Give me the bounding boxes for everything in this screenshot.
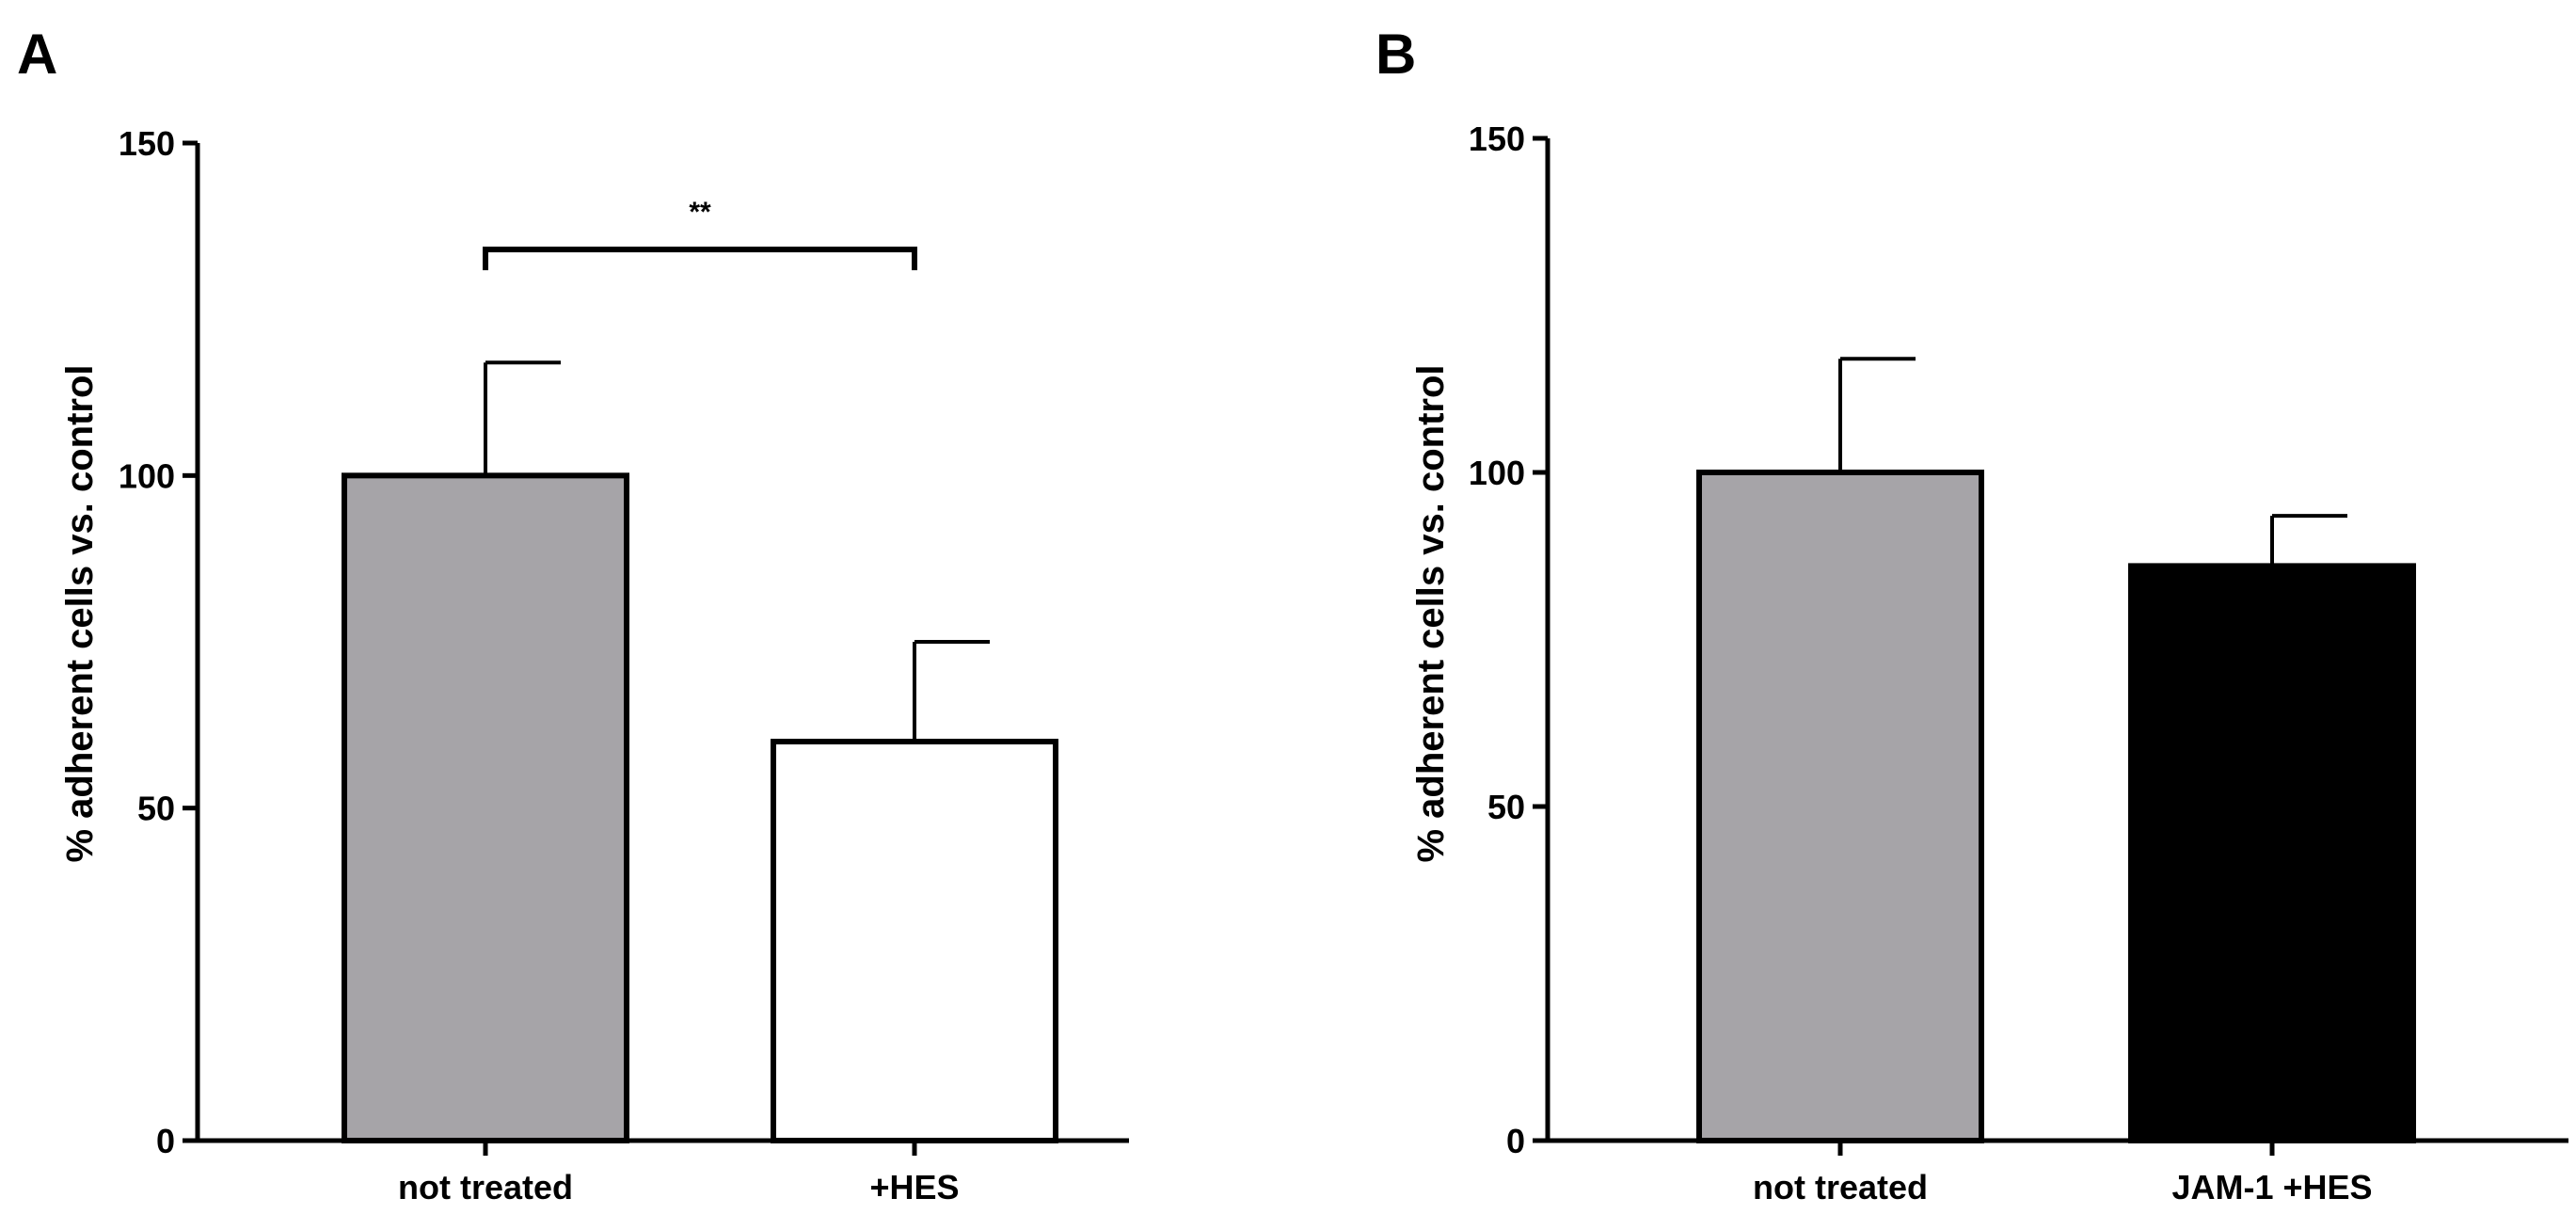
y-tick-label: 100 xyxy=(119,456,175,495)
x-tick-label: +HES xyxy=(869,1168,959,1206)
significance-line xyxy=(483,247,917,271)
panel-b: B % adherent cells vs. control 0 50 100 150… xyxy=(1375,23,2568,1206)
y-axis-label: % adherent cells vs. control xyxy=(59,364,101,862)
bar xyxy=(771,739,1058,1143)
bar xyxy=(342,472,629,1144)
y-tick-label: 0 xyxy=(1506,1122,1525,1160)
x-tick-label: not treated xyxy=(1753,1168,1928,1206)
bar xyxy=(1696,470,1984,1143)
y-axis-label: % adherent cells vs. control xyxy=(1410,364,1452,862)
y-tick-label: 50 xyxy=(137,790,175,828)
x-tick-label: not treated xyxy=(398,1168,573,1206)
significance-label: ** xyxy=(689,197,711,228)
y-tick-label: 150 xyxy=(1469,120,1525,158)
y-tick-label: 0 xyxy=(156,1122,175,1160)
y-tick-label: 150 xyxy=(119,124,175,163)
panel-letter: A xyxy=(17,23,57,86)
y-tick-label: 50 xyxy=(1487,788,1525,826)
panel-letter: B xyxy=(1375,23,1416,86)
panel-a: A % adherent cells vs. control 0 50 100 150… xyxy=(17,23,1129,1206)
bar xyxy=(2128,563,2416,1143)
significance-bracket: ** xyxy=(483,197,917,271)
bars xyxy=(342,360,1058,1144)
x-tick-label: JAM-1 +HES xyxy=(2171,1168,2372,1206)
y-tick-label: 100 xyxy=(1469,454,1525,492)
bars xyxy=(1696,357,2416,1143)
